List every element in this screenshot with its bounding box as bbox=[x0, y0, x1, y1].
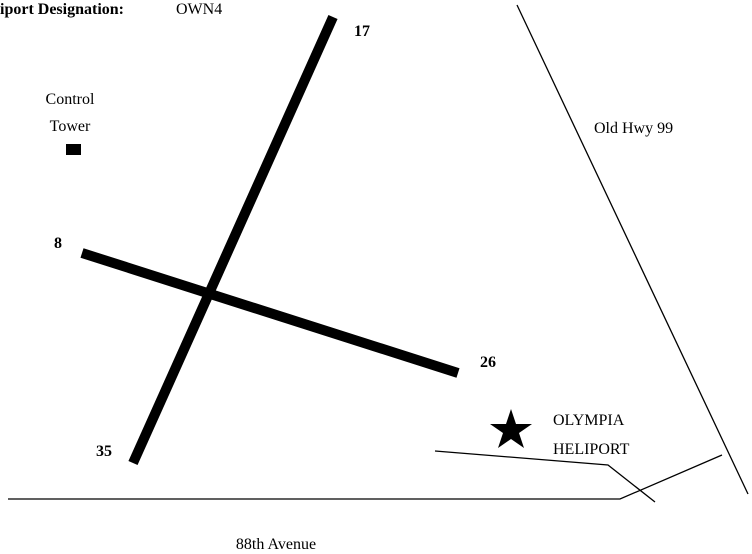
runway-end: 17 bbox=[354, 23, 370, 40]
designation-value: OWN4 bbox=[176, 1, 222, 18]
runway-8-26 bbox=[80, 248, 460, 378]
heliport-label: OLYMPIA bbox=[553, 412, 625, 429]
runway-end: 8 bbox=[54, 235, 62, 252]
control-tower bbox=[66, 144, 81, 155]
highway bbox=[516, 4, 749, 495]
heliport-star bbox=[490, 409, 532, 448]
runway-17-35 bbox=[128, 14, 338, 466]
avenue bbox=[8, 454, 723, 500]
highway-label: Old Hwy 99 bbox=[594, 120, 673, 137]
avenue-label: 88th Avenue bbox=[236, 536, 316, 553]
runway-end: 26 bbox=[480, 354, 496, 371]
access-road bbox=[434, 450, 656, 503]
tower-label: Control bbox=[46, 91, 95, 108]
heliport-label: HELIPORT bbox=[553, 441, 630, 458]
designation-label: iport Designation: bbox=[0, 1, 124, 18]
runway-end: 35 bbox=[96, 443, 112, 460]
tower-label: Tower bbox=[50, 118, 91, 135]
